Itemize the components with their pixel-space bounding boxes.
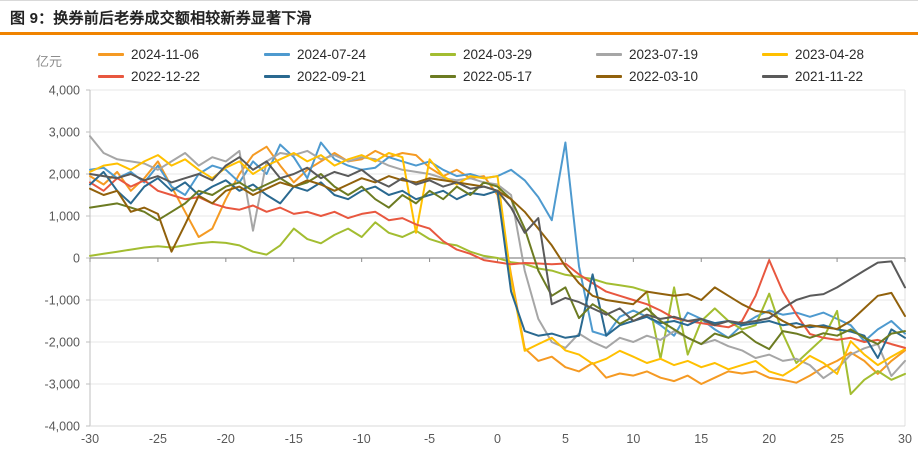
series-line-2023-07-19 [89, 135, 906, 380]
x-axis-tick-label: -25 [149, 432, 167, 446]
legend-item-2022-05-17: 2022-05-17 [430, 67, 596, 85]
figure-title: 图 9：换券前后老券成交额相较新券显著下滑 [10, 10, 312, 27]
y-axis-tick-label: -1,000 [45, 294, 80, 308]
legend-label: 2022-12-22 [131, 68, 201, 84]
legend-item-2024-11-06: 2024-11-06 [98, 45, 264, 63]
legend-item-2023-07-19: 2023-07-19 [596, 45, 762, 63]
series-line-2021-11-22 [89, 156, 906, 327]
legend-label: 2023-07-19 [629, 46, 699, 62]
y-axis-tick-label: -2,000 [45, 336, 80, 350]
series-line-2023-04-28 [89, 152, 906, 377]
legend-marker [264, 52, 290, 56]
x-axis-tick-label: 25 [830, 432, 844, 446]
legend-marker [596, 52, 622, 56]
legend-marker [264, 74, 290, 78]
x-axis-tick-label: -30 [81, 432, 99, 446]
x-axis-tick-label: 5 [562, 432, 569, 446]
legend-label: 2022-03-10 [629, 68, 699, 84]
legend-label: 2021-11-22 [795, 68, 864, 84]
legend-marker [762, 52, 788, 56]
x-axis-tick-label: -10 [353, 432, 371, 446]
legend-label: 2023-04-28 [795, 46, 865, 62]
legend-marker [430, 52, 456, 56]
gridlines [90, 89, 906, 427]
legend-marker [596, 74, 622, 78]
legend-marker [430, 74, 456, 78]
series-lines [89, 135, 906, 396]
series-line-2022-12-22 [89, 177, 906, 349]
legend-item-2022-12-22: 2022-12-22 [98, 67, 264, 85]
x-axis-tick-label: -20 [217, 432, 235, 446]
x-axis-labels: -30 -25 -20 -15 -10 -5 0 5 10 15 20 25 30 [81, 432, 912, 446]
legend-item-2024-07-24: 2024-07-24 [264, 45, 430, 63]
legend-item-2021-11-22: 2021-11-22 [762, 67, 918, 85]
x-axis-tick-label: 15 [694, 432, 708, 446]
x-axis-tick-label: 0 [494, 432, 501, 446]
y-axis-labels: 4,000 3,000 2,000 1,000 0 -1,000 -2,000 -3,000 -… [45, 84, 81, 434]
series-line-2024-03-29 [89, 221, 906, 396]
x-axis-tick-label: -5 [424, 432, 435, 446]
x-axis-tick-label: 30 [898, 432, 912, 446]
legend-item-2024-03-29: 2024-03-29 [430, 45, 596, 63]
y-axis-tick-label: 0 [73, 252, 80, 266]
y-axis-tick-label: -4,000 [45, 420, 80, 434]
legend-item-2023-04-28: 2023-04-28 [762, 45, 918, 63]
y-axis-tick-label: 2,000 [49, 168, 80, 182]
chart-legend: 2024-11-06 2024-07-24 2024-03-29 2023-07-19… [98, 45, 910, 85]
accent-divider [0, 32, 918, 35]
legend-item-2022-03-10: 2022-03-10 [596, 67, 762, 85]
series-line-2022-05-17 [89, 173, 906, 351]
legend-marker [98, 74, 124, 78]
axes [86, 89, 906, 427]
x-axis-tick-label: 20 [762, 432, 776, 446]
legend-label: 2024-07-24 [297, 46, 367, 62]
y-axis-tick-label: 3,000 [49, 126, 80, 140]
x-axis-tick-label: 10 [626, 432, 640, 446]
y-axis-tick-label: 1,000 [49, 210, 80, 224]
legend-marker [762, 74, 788, 78]
y-axis-tick-label: -3,000 [45, 378, 80, 392]
x-axis-tick-label: -15 [285, 432, 303, 446]
legend-label: 2022-05-17 [463, 68, 533, 84]
legend-marker [98, 52, 124, 56]
legend-item-2022-09-21: 2022-09-21 [264, 67, 430, 85]
legend-label: 2022-09-21 [297, 68, 367, 84]
legend-label: 2024-11-06 [131, 46, 200, 62]
y-axis-unit-label: 亿元 [36, 54, 63, 69]
legend-label: 2024-03-29 [463, 46, 533, 62]
y-axis-tick-label: 4,000 [49, 84, 80, 98]
